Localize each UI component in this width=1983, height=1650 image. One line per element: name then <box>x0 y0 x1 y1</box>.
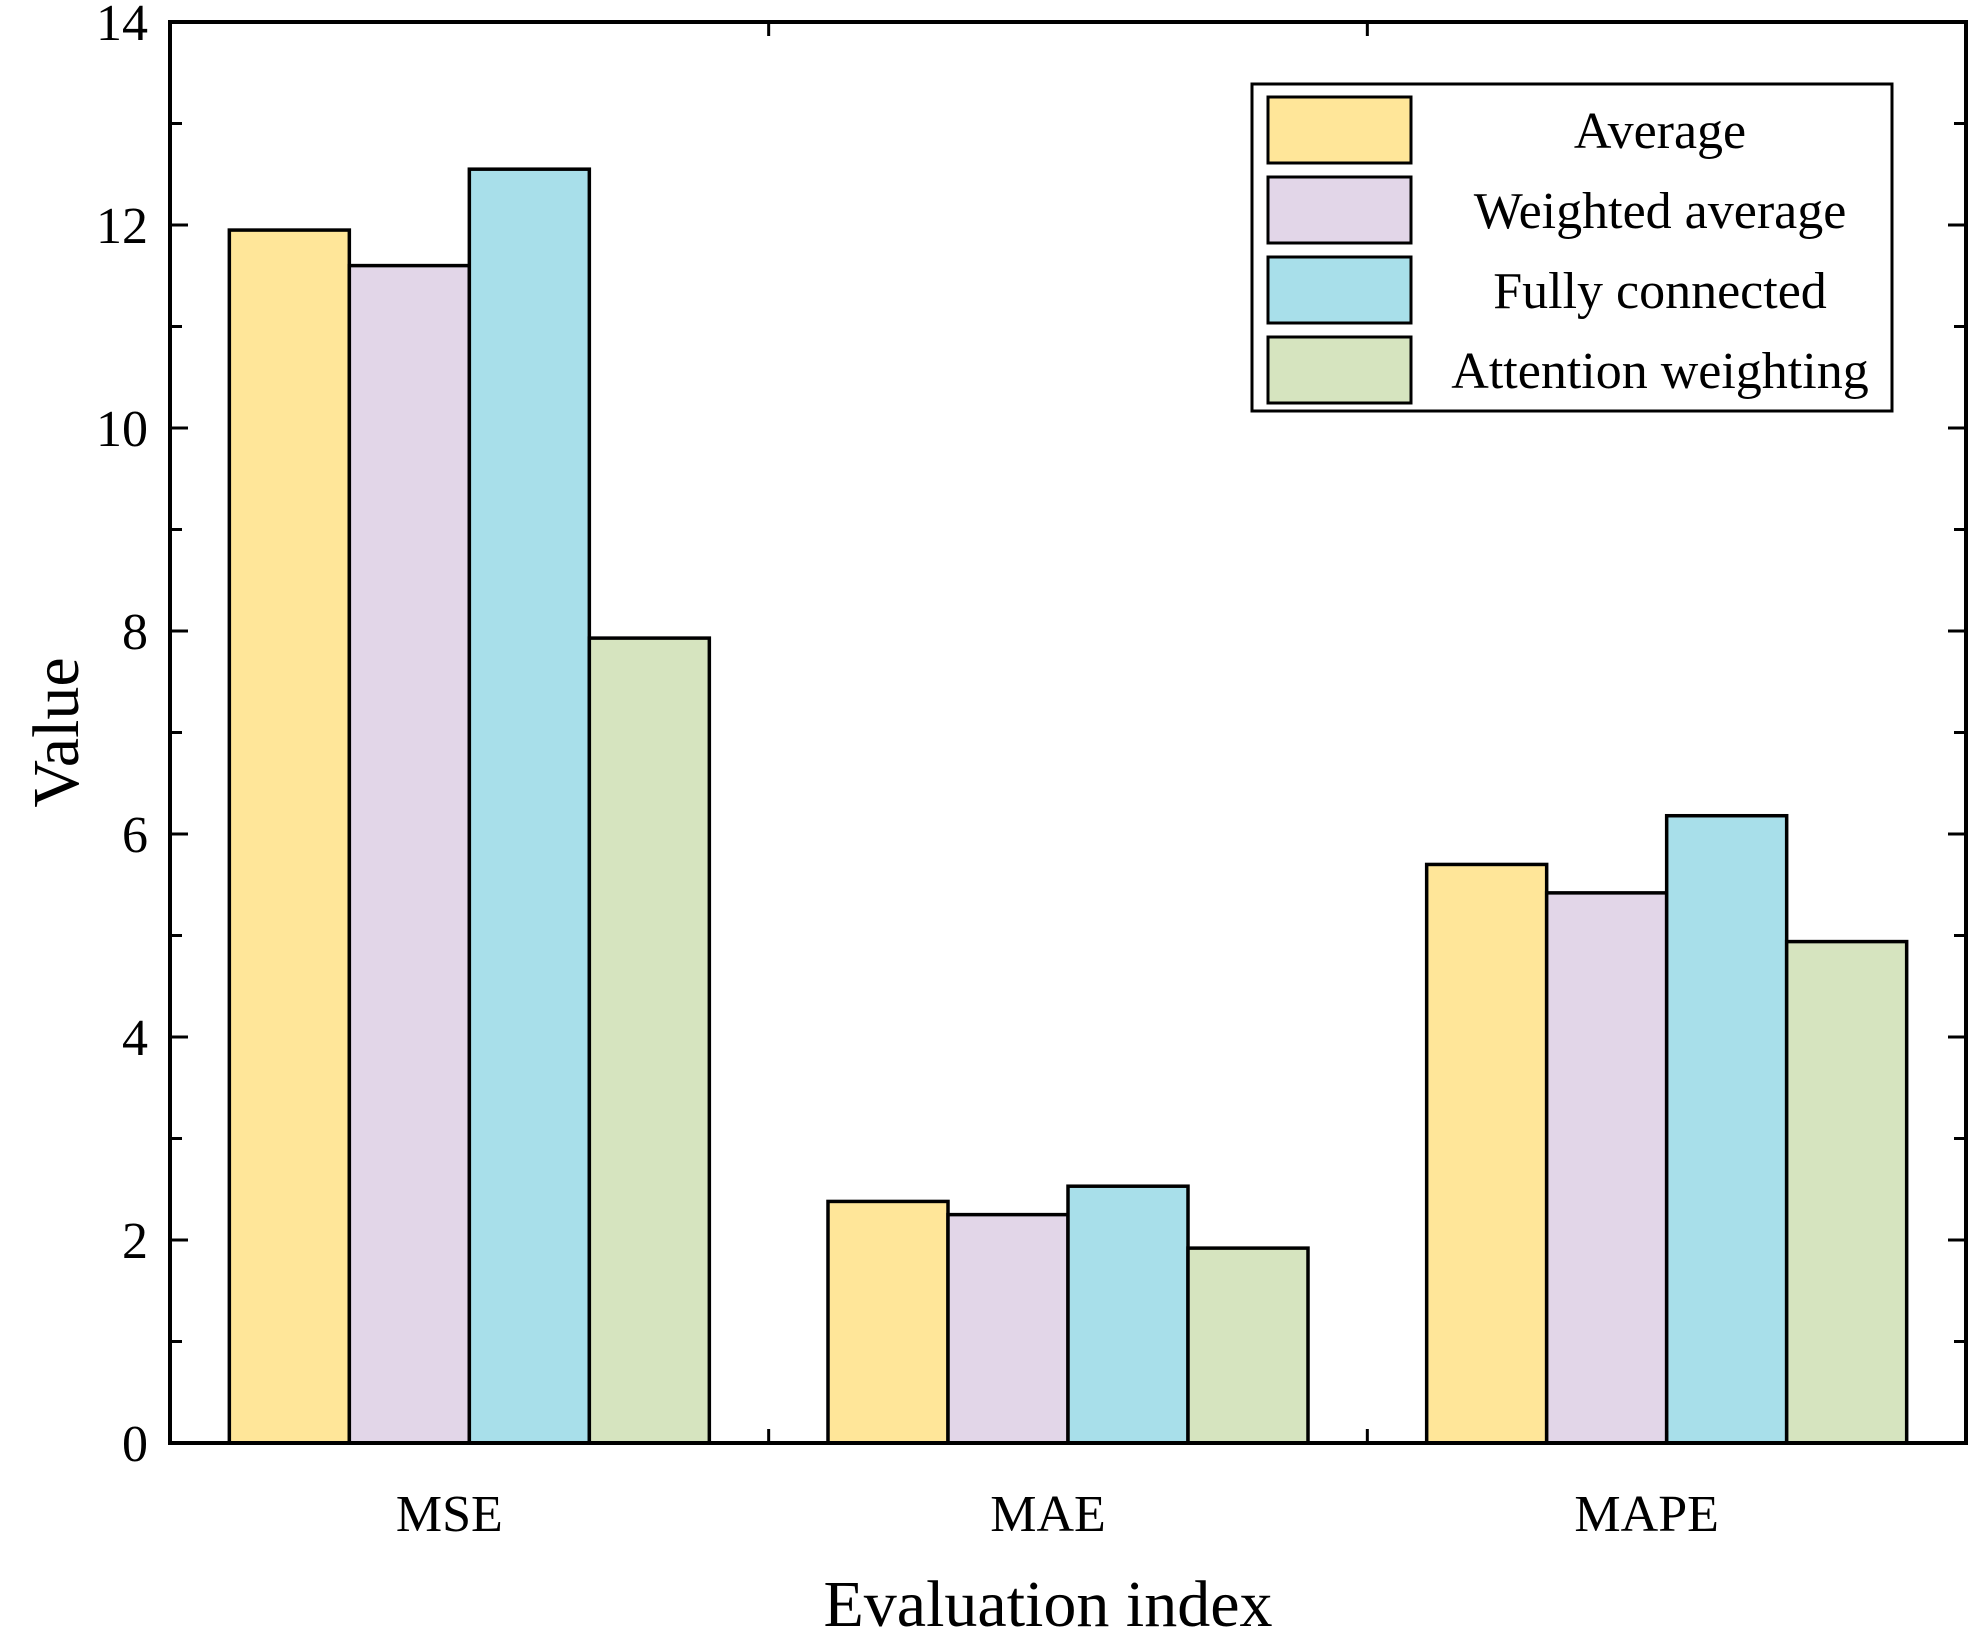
bar-mse-weighted-average <box>347 263 472 1445</box>
y-axis-title: Value <box>20 657 93 807</box>
bar-mape-attention-weighting <box>1784 939 1909 1445</box>
y-tick-labels: 0 2 4 6 8 10 12 14 <box>96 0 148 1473</box>
y-tick-label: 2 <box>122 1213 148 1270</box>
legend-label-attention-weighting: Attention weighting <box>1451 343 1868 400</box>
bar-mae-average <box>826 1199 950 1445</box>
y-tick-label: 6 <box>122 807 148 864</box>
bar-mse-fully-connected <box>467 167 592 1445</box>
legend-swatch-weighted-average <box>1266 175 1413 245</box>
bar-mae-attention-weighting <box>1186 1246 1310 1445</box>
y-tick-label: 14 <box>96 0 148 52</box>
legend-swatch-fully-connected <box>1266 255 1413 325</box>
x-axis-title: Evaluation index <box>823 1568 1272 1641</box>
x-tick-labels: MSE MAE MAPE <box>396 1486 1719 1543</box>
bar-mape-weighted-average <box>1544 891 1669 1445</box>
bar-mape-average <box>1424 862 1549 1445</box>
x-tick-label-mae: MAE <box>990 1486 1106 1543</box>
bar-mae-weighted-average <box>946 1212 1070 1445</box>
y-tick-label: 4 <box>122 1010 148 1067</box>
bar-mape-fully-connected <box>1664 813 1789 1445</box>
legend: Average Weighted average Fully connected At… <box>1250 82 1894 413</box>
legend-label-weighted-average: Weighted average <box>1474 183 1847 240</box>
legend-label-fully-connected: Fully connected <box>1493 263 1827 320</box>
legend-swatch-average <box>1266 95 1413 165</box>
x-tick-label-mse: MSE <box>396 1486 503 1543</box>
bar-mae-fully-connected <box>1066 1184 1190 1445</box>
y-tick-label: 12 <box>96 198 148 255</box>
y-tick-label: 8 <box>122 604 148 661</box>
axis-ticks <box>170 22 1966 1443</box>
y-tick-label: 0 <box>122 1416 148 1473</box>
y-tick-label: 10 <box>96 401 148 458</box>
bar-mse-attention-weighting <box>587 636 712 1445</box>
x-tick-label-mape: MAPE <box>1574 1486 1718 1543</box>
legend-label-average: Average <box>1574 103 1746 160</box>
bar-mse-average <box>227 228 352 1445</box>
legend-swatch-attention-weighting <box>1266 335 1413 405</box>
bars-group <box>227 167 1909 1445</box>
